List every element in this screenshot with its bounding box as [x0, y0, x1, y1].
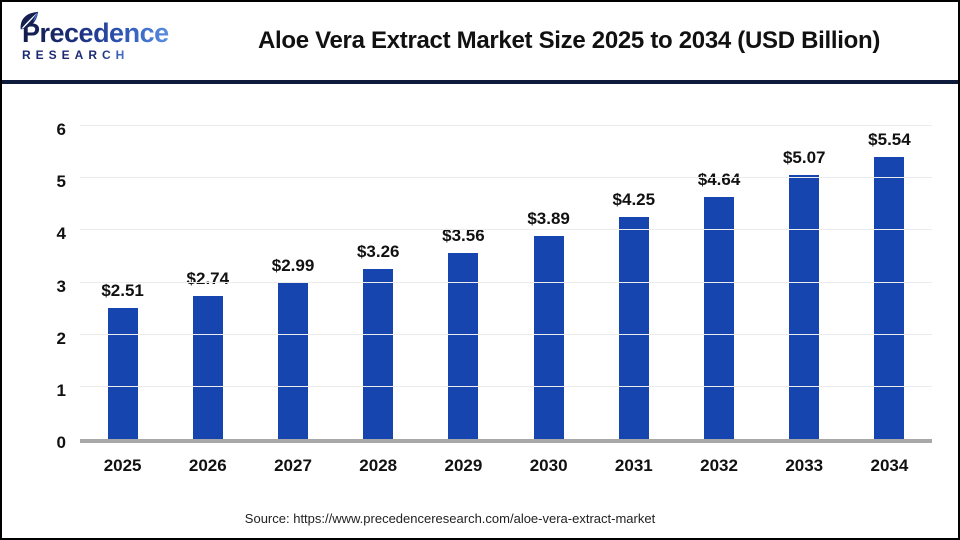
source-caption: Source: https://www.precedenceresearch.c… [244, 511, 656, 526]
bar-2029 [448, 253, 479, 439]
bar-value-label-2025: $2.51 [101, 281, 144, 301]
x-axis: 2025 2026 2027 2028 2029 2030 2031 2032 2033 2034 [80, 443, 932, 476]
x-tick-label-2029: 2029 [444, 456, 483, 475]
x-tick-label-2032: 2032 [700, 456, 738, 475]
logo-wordmark: Precedence [22, 17, 169, 48]
y-tick-label-3: 3 [56, 276, 66, 296]
plot-area: $2.51 $2.74 $2.99 $3.26 $3.56 $3.89 $4.25 $4.64… [80, 125, 932, 443]
bar-2032 [704, 196, 735, 439]
y-tick-label-1: 1 [56, 380, 66, 400]
x-tick-label-2025: 2025 [103, 456, 142, 475]
bar-2034 [874, 157, 905, 439]
bar-value-label-2027: $2.99 [271, 256, 315, 276]
y-tick-label-5: 5 [56, 172, 66, 192]
bar-value-label-2029: $3.56 [442, 226, 485, 246]
bar-2028 [363, 268, 394, 439]
bar-value-label-2030: $3.89 [527, 209, 570, 229]
header: Precedence RESEARCH Aloe Vera Extract Ma… [2, 2, 958, 84]
gridline-2 [80, 333, 932, 335]
bar-group-2030: $3.89 [506, 130, 591, 439]
bar-2026 [192, 296, 223, 439]
bar-group-2028: $3.26 [336, 130, 421, 439]
bar-value-label-2032: $4.64 [697, 169, 741, 189]
y-tick-label-6: 6 [56, 120, 66, 139]
logo-subtitle: RESEARCH [22, 47, 130, 62]
bar-value-label-2026: $2.74 [186, 269, 230, 289]
precedence-research-logo: Precedence RESEARCH [2, 11, 192, 63]
bar-value-label-2034: $5.54 [868, 130, 911, 149]
leaf-icon [20, 11, 39, 29]
x-tick-label-2026: 2026 [188, 456, 227, 475]
gridline-6 [80, 125, 932, 126]
gridline-1 [80, 385, 932, 387]
gridline-5 [80, 177, 932, 179]
x-tick-label-2033: 2033 [785, 456, 824, 475]
y-axis: 0 1 2 3 4 5 6 [32, 120, 80, 452]
bar-2027 [278, 283, 308, 439]
bar-chart: 0 1 2 3 4 5 6 $2.51 $2.74 $2.99 $3.26 $3.56 $3.89 $4… [32, 120, 932, 476]
bar-value-label-2031: $4.25 [612, 190, 656, 210]
bar-group-2029: $3.56 [421, 130, 506, 439]
bar-2030 [533, 236, 564, 439]
bars-row: $2.51 $2.74 $2.99 $3.26 $3.56 $3.89 $4.25 $4.64… [80, 130, 932, 439]
bar-group-2034: $5.54 [847, 130, 932, 439]
gridline-4 [80, 229, 932, 231]
x-tick-label-2031: 2031 [614, 456, 653, 475]
bar-group-2032: $4.64 [676, 130, 761, 439]
x-tick-label-2034: 2034 [870, 456, 909, 475]
x-tick-label-2027: 2027 [274, 456, 312, 475]
y-tick-label-4: 4 [56, 224, 66, 244]
bar-group-2025: $2.51 [80, 130, 165, 439]
bar-group-2027: $2.99 [250, 130, 335, 439]
bar-group-2026: $2.74 [165, 130, 250, 439]
x-tick-label-2028: 2028 [359, 456, 398, 475]
bar-2033 [789, 174, 820, 439]
chart-title: Aloe Vera Extract Market Size 2025 to 20… [257, 27, 881, 54]
y-tick-label-0: 0 [56, 433, 66, 452]
bar-group-2031: $4.25 [591, 130, 676, 439]
bar-value-label-2028: $3.26 [356, 241, 400, 261]
bar-2025 [107, 308, 138, 439]
x-tick-label-2030: 2030 [529, 456, 568, 475]
gridline-3 [80, 281, 932, 283]
bar-group-2033: $5.07 [762, 130, 847, 439]
bar-2031 [618, 217, 649, 439]
bar-value-label-2033: $5.07 [782, 147, 826, 167]
y-tick-label-2: 2 [56, 328, 66, 348]
